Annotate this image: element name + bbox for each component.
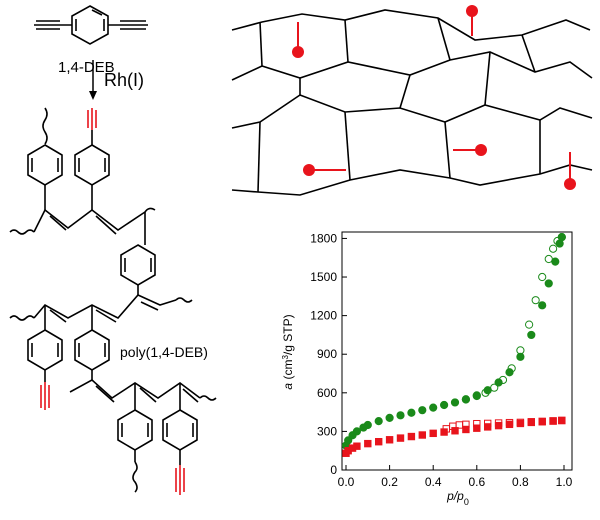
pendant-group-3 [475, 144, 487, 156]
x-tick-label: 1.0 [556, 475, 573, 489]
network-strand-2 [231, 51, 593, 81]
pendant-group-1 [292, 46, 304, 58]
x-tick-label: 0.2 [381, 475, 398, 489]
adsorption-point [527, 418, 535, 427]
network-strand-3 [231, 94, 593, 129]
reaction-arrow [89, 60, 97, 100]
y-tick-label: 1500 [310, 270, 337, 284]
adsorption-point [451, 427, 459, 435]
adsorption-point [527, 330, 536, 340]
adsorption-point [344, 436, 353, 445]
monomer-structure [34, 5, 148, 45]
pendant-group-2 [466, 5, 478, 17]
adsorption-point [407, 432, 416, 441]
adsorption-point [385, 436, 394, 444]
adsorption-point [353, 442, 361, 450]
x-tick-label: 0.6 [468, 475, 485, 489]
desorption-point [531, 296, 540, 305]
adsorption-point [516, 419, 525, 428]
x-tick-label: 0.4 [425, 475, 442, 489]
adsorption-point [516, 352, 525, 361]
adsorption-point [418, 431, 427, 439]
desorption-point [549, 244, 558, 253]
y-axis-label: a (cm3/g STP) [281, 314, 296, 389]
series-2 [342, 416, 566, 457]
y-tick-label: 600 [317, 386, 337, 400]
x-tick-label: 0.0 [338, 475, 355, 489]
adsorption-point [440, 428, 448, 436]
axis-ticks: 0.0 0.2 0.4 0.6 0.8 1.0 0 300 600 900 1200 1500 1800 [310, 231, 572, 489]
adsorption-point [549, 417, 557, 425]
adsorption-point [494, 378, 503, 387]
network-functional-groups [292, 5, 576, 190]
adsorption-point [551, 257, 560, 266]
pendant-group-5 [564, 178, 576, 190]
adsorption-point [450, 398, 460, 407]
series-1 [341, 233, 566, 450]
adsorption-point [472, 391, 481, 400]
desorption-point [538, 272, 547, 282]
adsorption-point [538, 301, 547, 310]
polymer-unit-1 [74, 108, 110, 210]
adsorption-point [557, 233, 566, 242]
adsorption-point [558, 416, 566, 425]
adsorption-point [505, 368, 514, 377]
plot-frame [341, 231, 573, 471]
adsorption-point [483, 386, 492, 395]
polymer-unit-0 [27, 107, 63, 210]
isotherm-chart: 0.0 0.2 0.4 0.6 0.8 1.0 0 300 600 900 1200 1500 1800… [281, 231, 573, 507]
adsorption-point [429, 403, 438, 412]
network-strand-4 [231, 164, 593, 196]
adsorption-point [375, 437, 383, 446]
x-tick-label: 0.8 [512, 475, 529, 489]
network-schematic [231, 9, 593, 196]
y-tick-label: 900 [317, 347, 337, 361]
adsorption-point [461, 395, 470, 404]
adsorption-point [538, 418, 546, 426]
desorption-point [525, 320, 534, 329]
network-strand-1 [231, 9, 591, 41]
adsorption-point [544, 279, 553, 288]
y-tick-label: 300 [317, 424, 337, 438]
adsorption-point [462, 425, 470, 434]
adsorption-point [363, 420, 372, 430]
adsorption-point [494, 421, 503, 430]
y-tick-label: 0 [330, 463, 337, 477]
adsorption-point [429, 429, 437, 438]
x-axis-label: p/p0 [446, 489, 469, 507]
adsorption-point [505, 420, 514, 429]
adsorption-point [385, 413, 394, 422]
pendant-group-4 [303, 164, 315, 176]
adsorption-point [364, 439, 372, 448]
monomer-benzene-ring [71, 5, 109, 45]
adsorption-point [407, 408, 416, 417]
adsorption-point [484, 423, 492, 431]
y-tick-label: 1800 [310, 231, 337, 245]
monomer-label: 1,4-DEB [58, 59, 115, 76]
adsorption-point [396, 411, 405, 420]
polymer-structure [9, 107, 217, 495]
polymer-label: poly(1,4-DEB) [120, 344, 208, 360]
adsorption-point [396, 434, 405, 442]
y-tick-label: 1200 [310, 309, 337, 323]
data-series [341, 233, 566, 457]
adsorption-point [352, 427, 361, 436]
adsorption-point [418, 406, 427, 415]
catalyst-label: Rh(I) [104, 70, 144, 90]
adsorption-point [440, 400, 449, 410]
adsorption-point [473, 424, 481, 432]
adsorption-point [374, 417, 383, 426]
